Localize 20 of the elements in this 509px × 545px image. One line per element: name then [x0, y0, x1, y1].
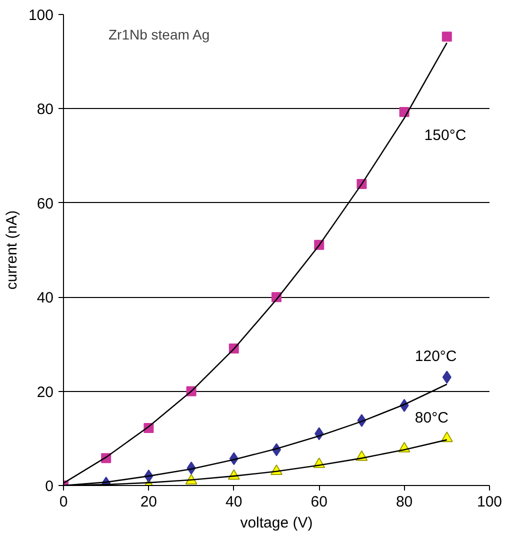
annotation: Zr1Nb steam Ag [108, 26, 210, 42]
point [442, 370, 452, 384]
x-tick-label: 20 [140, 494, 158, 510]
y-tick-label: 0 [45, 478, 54, 495]
x-tick-label: 80 [396, 494, 413, 510]
x-tick-label: 0 [59, 494, 68, 510]
series-label: 80°C [414, 409, 449, 426]
y-tick-label: 60 [36, 195, 54, 212]
y-tick-label: 20 [36, 384, 54, 401]
y-tick-label: 80 [36, 101, 54, 118]
y-axis-title: current (nA) [3, 210, 20, 290]
point [442, 32, 452, 42]
x-tick-label: 60 [310, 494, 328, 510]
y-tick-label: 100 [28, 7, 54, 24]
x-tick-label: 100 [476, 494, 502, 510]
series-label: 120°C [414, 348, 457, 366]
y-tick-label: 40 [36, 290, 54, 307]
x-tick-label: 40 [226, 494, 242, 510]
series-label: 150°C [424, 126, 466, 144]
x-axis-title: voltage (V) [240, 514, 313, 532]
